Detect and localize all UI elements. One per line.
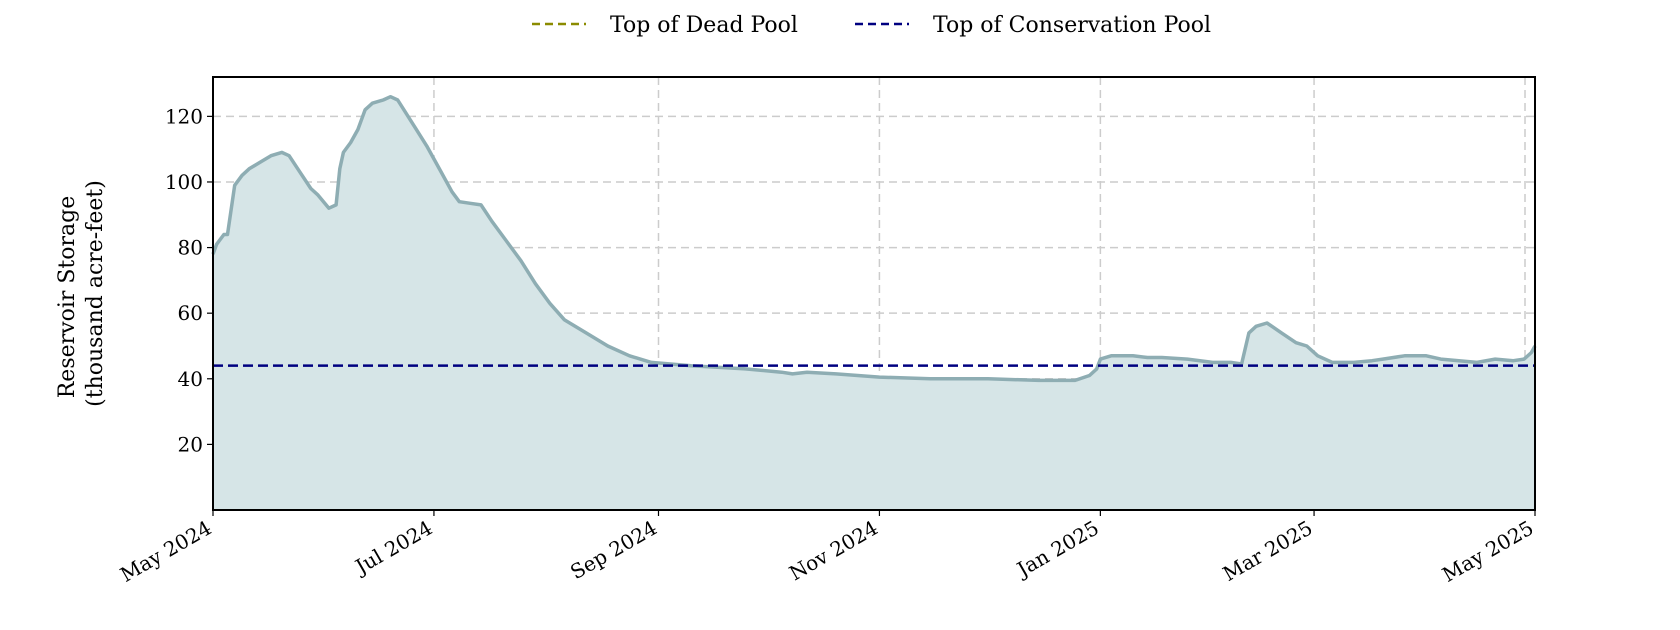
x-axis: May 2024 Jul 2024 Sep 2024 Nov 2024 Jan 2025… (116, 510, 1538, 587)
y-tick-label-20: 20 (178, 432, 203, 456)
y-tick-label-40: 40 (178, 367, 203, 391)
plot-area (211, 76, 1537, 511)
x-tick-label-2: Sep 2024 (566, 516, 661, 585)
storage-area-fill (213, 96, 1535, 510)
x-tick-label-5: Mar 2025 (1219, 516, 1317, 586)
x-tick-label-0: May 2024 (116, 516, 215, 587)
x-tick-label-3: Nov 2024 (785, 516, 882, 586)
x-tick-label-1: Jul 2024 (349, 516, 436, 580)
y-axis-title: Reservoir Storage (thousand acre-feet) (55, 180, 108, 407)
y-axis: 20 40 60 80 100 120 (165, 104, 213, 456)
y-tick-label-60: 60 (178, 301, 203, 325)
y-tick-label-100: 100 (165, 170, 203, 194)
x-tick-label-6: May 2025 (1438, 516, 1537, 587)
x-tick-label-4: Jan 2025 (1011, 516, 1103, 583)
storage-line (211, 94, 1537, 383)
y-tick-label-80: 80 (178, 236, 203, 260)
y-tick-label-120: 120 (165, 104, 203, 128)
legend-label-1: Top of Conservation Pool (933, 13, 1211, 38)
legend: Top of Dead Pool Top of Conservation Pool (532, 13, 1211, 38)
legend-label-0: Top of Dead Pool (610, 13, 798, 38)
y-axis-title-line1: Reservoir Storage (55, 196, 80, 399)
y-axis-title-line2: (thousand acre-feet) (83, 180, 108, 407)
plot-frame (212, 76, 1536, 511)
